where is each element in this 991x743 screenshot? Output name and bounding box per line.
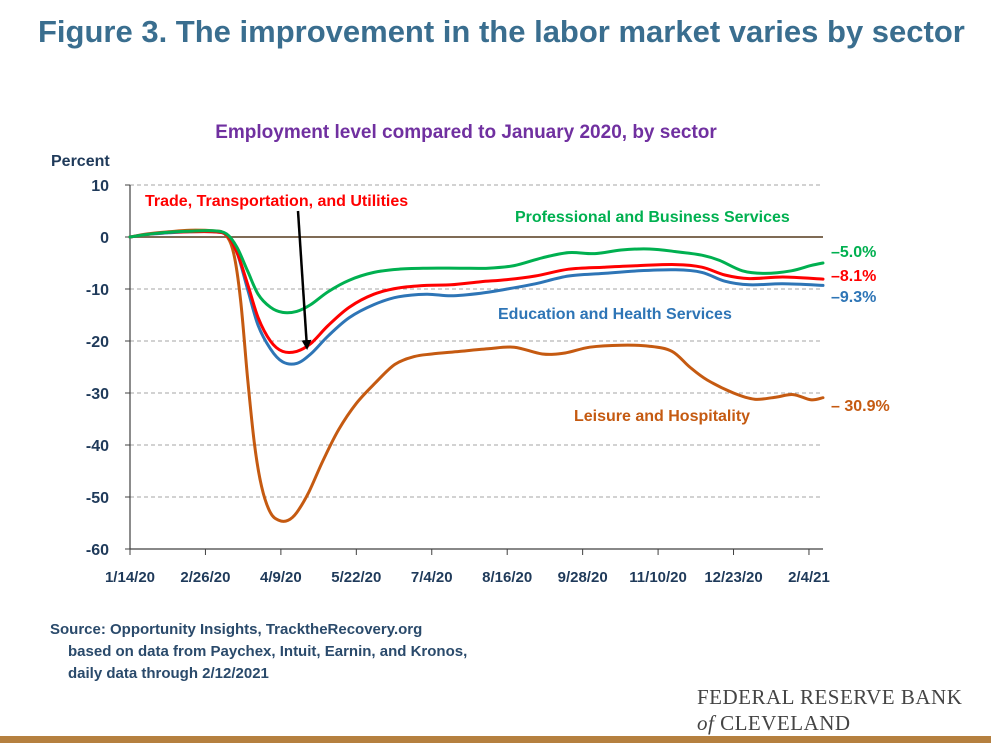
- chart-title: Employment level compared to January 202…: [215, 122, 717, 143]
- y-tick-label: -10: [86, 282, 109, 299]
- annotation-trade: Trade, Transportation, and Utilities: [145, 193, 408, 210]
- x-tick-label: 1/14/20: [105, 569, 155, 586]
- y-tick-label: -60: [86, 542, 109, 559]
- y-tick-label: -50: [86, 490, 109, 507]
- y-tick-label: -30: [86, 386, 109, 403]
- x-tick-labels: 1/14/20 2/26/20 4/9/20 5/22/20 7/4/20 8/16/20…: [105, 549, 830, 586]
- series-line-professional-and-business-services: [128, 229, 825, 315]
- frb-cleveland-logo: FEDERAL RESERVE BANK of CLEVELAND: [697, 684, 962, 736]
- logo-line-2: of CLEVELAND: [697, 710, 962, 736]
- series-lines: [128, 228, 825, 523]
- x-tick-label: 2/26/20: [180, 569, 230, 586]
- gridlines: [130, 184, 823, 498]
- x-tick-label: 9/28/20: [558, 569, 608, 586]
- x-tick-label: 7/4/20: [411, 569, 453, 586]
- y-tick-label: 10: [91, 178, 109, 195]
- line-chart: Employment level compared to January 202…: [51, 122, 890, 586]
- x-tick-label: 8/16/20: [482, 569, 532, 586]
- annotation-arrow: [296, 210, 312, 350]
- y-axis-label: Percent: [51, 153, 110, 170]
- end-label-trade-transportation-and-utilities: –8.1%: [831, 268, 876, 285]
- x-tick-label: 11/10/20: [629, 569, 687, 586]
- y-tick-label: -20: [86, 334, 109, 351]
- annotation-professional: Professional and Business Services: [515, 209, 790, 226]
- series-line-leisure-and-hospitality: [128, 228, 825, 523]
- x-tick-label: 2/4/21: [788, 569, 830, 586]
- end-label-leisure-and-hospitality: – 30.9%: [831, 398, 890, 415]
- y-tick-label: -40: [86, 438, 109, 455]
- source-line-1: Source: Opportunity Insights, TracktheRe…: [50, 621, 423, 638]
- source-line-3: daily data through 2/12/2021: [68, 665, 269, 682]
- end-label-professional-and-business-services: –5.0%: [831, 244, 876, 261]
- source-note: Source: Opportunity Insights, TracktheRe…: [50, 619, 467, 685]
- logo-cleveland: CLEVELAND: [720, 711, 851, 735]
- source-line-2: based on data from Paychex, Intuit, Earn…: [68, 643, 468, 660]
- x-tick-label: 12/23/20: [704, 569, 762, 586]
- logo-line-1: FEDERAL RESERVE BANK: [697, 685, 963, 709]
- y-tick-label: 0: [100, 230, 109, 247]
- bottom-rule: [0, 736, 991, 743]
- logo-of: of: [697, 711, 715, 735]
- annotation-education: Education and Health Services: [498, 306, 732, 323]
- x-tick-label: 5/22/20: [331, 569, 381, 586]
- end-label-education-and-health-services: –9.3%: [831, 289, 876, 306]
- annotation-leisure: Leisure and Hospitality: [574, 408, 750, 425]
- y-tick-labels: 10 0 -10 -20 -30 -40 -50 -60: [86, 178, 109, 559]
- series-end-labels: – 30.9% –9.3% –8.1% –5.0%: [831, 244, 890, 415]
- x-tick-label: 4/9/20: [260, 569, 302, 586]
- figure-title: Figure 3. The improvement in the labor m…: [38, 14, 965, 49]
